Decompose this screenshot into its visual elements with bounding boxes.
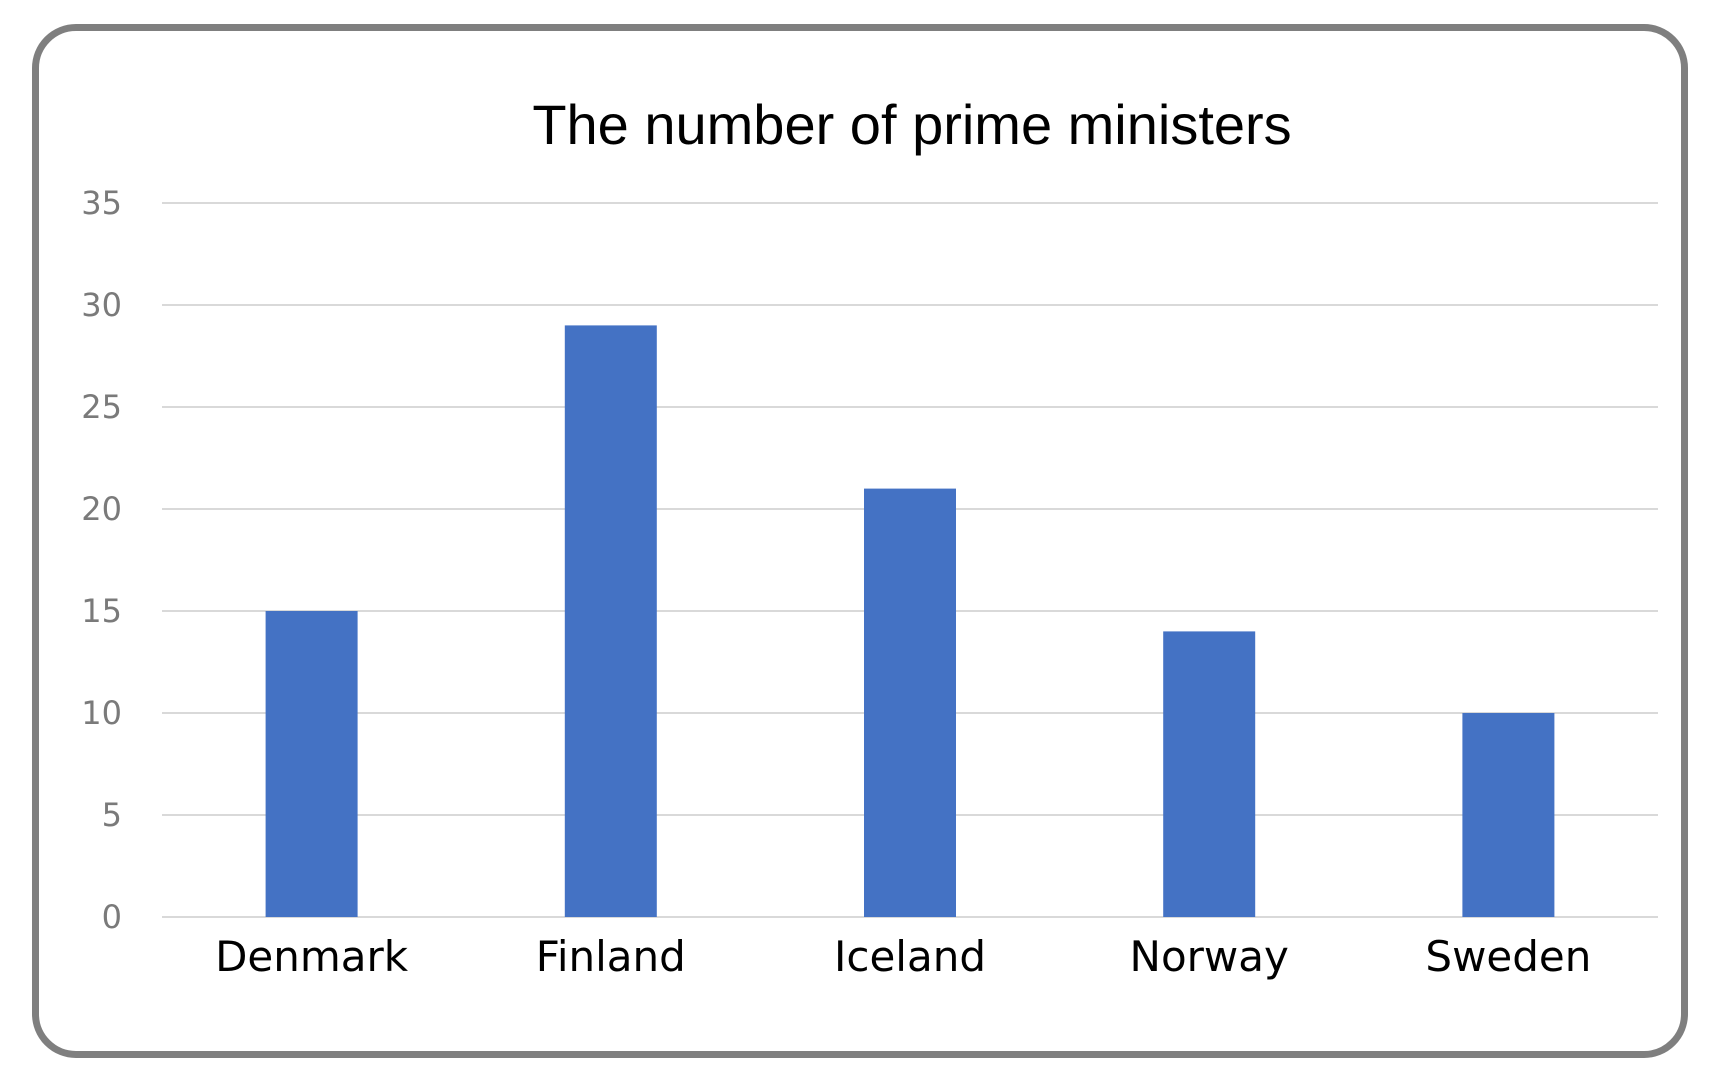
y-tick-label: 25 bbox=[81, 388, 122, 426]
y-tick-label: 20 bbox=[81, 490, 122, 528]
bars bbox=[265, 325, 1555, 917]
bar-norway bbox=[1163, 631, 1256, 917]
x-tick-label: Norway bbox=[1130, 932, 1289, 981]
y-tick-label: 15 bbox=[81, 592, 122, 630]
chart-title: The number of prime ministers bbox=[532, 93, 1291, 156]
y-tick-label: 35 bbox=[81, 184, 122, 222]
y-axis-ticks: 0 5 10 15 20 25 30 35 bbox=[81, 184, 122, 936]
x-axis-ticks: Denmark Finland Iceland Norway Sweden bbox=[215, 932, 1591, 981]
bar-sweden bbox=[1462, 713, 1555, 917]
x-tick-label: Sweden bbox=[1425, 932, 1591, 981]
x-tick-label: Finland bbox=[536, 932, 686, 981]
y-tick-label: 30 bbox=[81, 286, 122, 324]
bar-denmark bbox=[265, 611, 358, 917]
x-tick-label: Iceland bbox=[834, 932, 986, 981]
y-tick-label: 0 bbox=[102, 898, 122, 936]
bar-iceland bbox=[864, 488, 956, 917]
x-tick-label: Denmark bbox=[215, 932, 409, 981]
y-tick-label: 5 bbox=[102, 796, 122, 834]
y-tick-label: 10 bbox=[81, 694, 122, 732]
bar-finland bbox=[564, 325, 657, 917]
